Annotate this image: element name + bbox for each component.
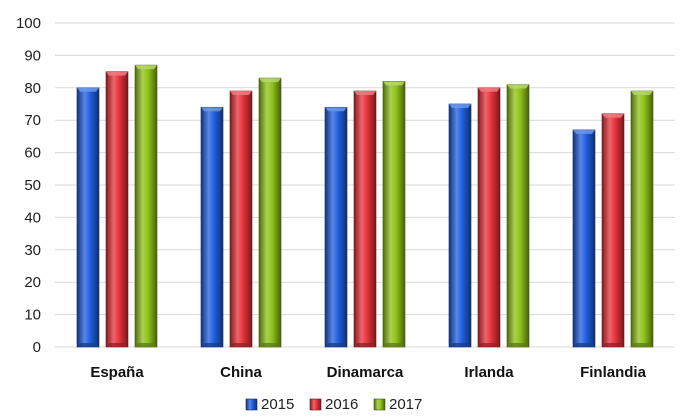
legend-swatch-2015 bbox=[245, 398, 258, 411]
y-tick-label-80: 80 bbox=[24, 80, 41, 97]
bar-base-2016-2 bbox=[354, 343, 376, 347]
bar-base-2017-1 bbox=[259, 343, 281, 347]
category-label-1: China bbox=[220, 364, 262, 381]
bar-cap-2015-2 bbox=[325, 107, 347, 112]
y-tick-label-90: 90 bbox=[24, 47, 41, 64]
y-tick-label-10: 10 bbox=[24, 307, 41, 324]
bar-cap-2017-2 bbox=[383, 81, 405, 86]
bar-cap-2015-0 bbox=[77, 87, 99, 92]
y-tick-label-30: 30 bbox=[24, 242, 41, 259]
bar-cap-2017-3 bbox=[507, 84, 529, 89]
bar-base-2017-2 bbox=[383, 343, 405, 347]
bar-2015-2 bbox=[324, 106, 348, 348]
bar-base-2016-1 bbox=[230, 343, 252, 347]
category-label-4: Finlandia bbox=[580, 364, 646, 381]
bar-2017-0 bbox=[134, 64, 158, 348]
legend: 2015 2016 2017 bbox=[245, 396, 422, 413]
bar-base-2017-4 bbox=[631, 343, 653, 347]
bar-2016-0 bbox=[105, 71, 129, 348]
legend-label-2016: 2016 bbox=[325, 396, 358, 413]
bar-cap-2015-3 bbox=[449, 104, 471, 108]
bar-base-2015-0 bbox=[77, 343, 99, 347]
bar-2016-2 bbox=[353, 90, 377, 348]
bar-cap-2015-1 bbox=[201, 107, 223, 112]
bar-cap-2016-3 bbox=[478, 87, 500, 92]
bar-cap-2015-4 bbox=[573, 129, 595, 134]
bar-base-2016-4 bbox=[602, 343, 624, 347]
bar-2015-3 bbox=[448, 103, 472, 348]
bar-base-2015-2 bbox=[325, 343, 347, 347]
y-tick-label-20: 20 bbox=[24, 274, 41, 291]
y-tick-label-40: 40 bbox=[24, 209, 41, 226]
bar-2016-3 bbox=[477, 87, 501, 348]
bar-2015-0 bbox=[76, 87, 100, 348]
bar-2016-1 bbox=[229, 90, 253, 348]
bar-cap-2016-0 bbox=[106, 71, 128, 76]
bar-base-2017-0 bbox=[135, 343, 157, 347]
y-tick-label-50: 50 bbox=[24, 177, 41, 194]
bar-2017-1 bbox=[258, 77, 282, 348]
y-tick-label-0: 0 bbox=[33, 339, 41, 356]
legend-swatch-2017 bbox=[373, 398, 386, 411]
bar-cap-2016-1 bbox=[230, 91, 252, 96]
bar-2016-4 bbox=[601, 113, 625, 348]
category-label-2: Dinamarca bbox=[327, 364, 404, 381]
bar-base-2015-4 bbox=[573, 343, 595, 347]
x-axis-categories: España China Dinamarca Irlanda Finlandia bbox=[90, 364, 646, 381]
bar-base-2017-3 bbox=[507, 343, 529, 347]
bar-cap-2017-1 bbox=[259, 78, 281, 83]
bar-cap-2017-4 bbox=[631, 91, 653, 96]
y-tick-label-100: 100 bbox=[16, 15, 41, 32]
legend-swatch-2016 bbox=[309, 398, 322, 411]
bar-2017-2 bbox=[382, 81, 406, 348]
y-tick-label-60: 60 bbox=[24, 145, 41, 162]
y-tick-label-70: 70 bbox=[24, 112, 41, 129]
bars bbox=[76, 64, 654, 348]
category-label-3: Irlanda bbox=[464, 364, 514, 381]
legend-label-2015: 2015 bbox=[261, 396, 294, 413]
bar-base-2016-0 bbox=[106, 343, 128, 347]
bar-cap-2016-4 bbox=[602, 113, 624, 118]
category-label-0: España bbox=[90, 364, 144, 381]
bar-base-2015-3 bbox=[449, 343, 471, 347]
bar-2017-3 bbox=[506, 84, 530, 348]
bar-cap-2017-0 bbox=[135, 65, 157, 70]
legend-label-2017: 2017 bbox=[389, 396, 422, 413]
bar-2015-4 bbox=[572, 129, 596, 348]
bar-base-2016-3 bbox=[478, 343, 500, 347]
bar-2015-1 bbox=[200, 106, 224, 348]
y-axis-ticks: 0 10 20 30 40 50 60 70 80 90 100 bbox=[16, 15, 41, 356]
bar-cap-2016-2 bbox=[354, 91, 376, 96]
bar-base-2015-1 bbox=[201, 343, 223, 347]
bar-2017-4 bbox=[630, 90, 654, 348]
